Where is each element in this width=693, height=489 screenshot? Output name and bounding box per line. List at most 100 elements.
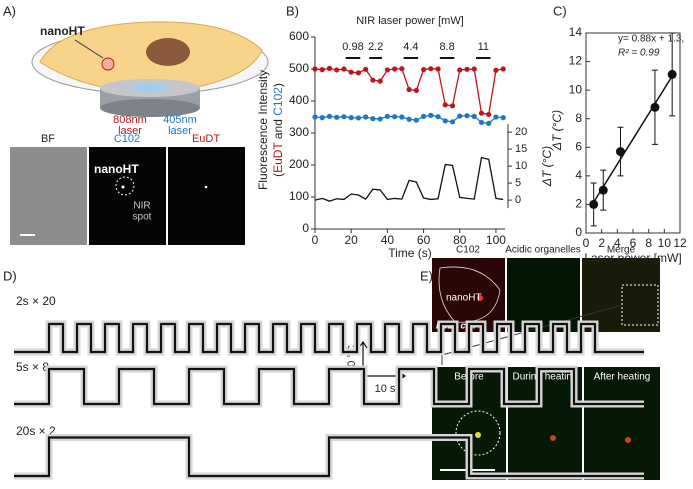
label-part: ( (271, 173, 285, 177)
x-tick-label: 20 (345, 233, 359, 247)
label: NIR (133, 201, 150, 212)
x-tick-label: 8 (645, 236, 652, 250)
laser-label: 11 (478, 41, 489, 53)
point (363, 114, 369, 120)
x-tick-label: 12 (673, 236, 687, 250)
image-title: C102 (456, 245, 480, 256)
x-tick-label: 6 (630, 236, 637, 250)
image (582, 258, 660, 332)
y-tick-label: 2 (575, 197, 582, 211)
point (319, 115, 325, 121)
label: nanoHT (446, 293, 482, 304)
image-title: C102 (114, 133, 140, 145)
point (312, 66, 318, 72)
image-title: EuDT (192, 133, 220, 145)
trace (14, 322, 644, 354)
point (326, 113, 333, 119)
image (168, 147, 245, 245)
label: nanoHT (40, 24, 85, 38)
label: nanoHT (94, 162, 139, 176)
x-axis-label: Time (s) (388, 246, 432, 260)
x-axis-label: Laser power [mW] (584, 251, 681, 265)
y-tick-label: 12 (569, 54, 583, 68)
point (348, 115, 354, 121)
image (584, 367, 660, 480)
point (464, 66, 470, 72)
point (392, 66, 398, 72)
point (493, 114, 499, 120)
point (413, 117, 419, 123)
point (341, 66, 347, 72)
point (312, 114, 318, 120)
image (432, 258, 505, 332)
point (442, 118, 448, 124)
annotation: R² = 0.99 (618, 48, 660, 59)
y-tick-label: 8 (575, 111, 582, 125)
y-tick-label: 0 (302, 221, 309, 235)
point (486, 111, 492, 118)
series-line (314, 156, 504, 202)
point (435, 114, 441, 120)
point (589, 199, 599, 209)
point (667, 69, 677, 79)
laser-label: 0.98 (342, 41, 363, 53)
point (493, 67, 499, 73)
point (500, 115, 506, 121)
y2-tick-label: 10 (515, 160, 527, 172)
point (420, 67, 427, 73)
point (650, 102, 660, 112)
y-axis-label: ΔT (°C) (550, 110, 564, 151)
laser-label: 8.8 (439, 41, 454, 53)
image-title: BF (41, 133, 55, 145)
trace (14, 436, 644, 478)
point (500, 66, 506, 72)
y-axis-label: Fluorescence Intensity (256, 70, 270, 190)
point (355, 70, 362, 76)
y-axis-label: (EuDT and C102) (271, 83, 285, 177)
frame (585, 32, 681, 234)
point (399, 66, 405, 72)
point (598, 185, 608, 195)
y-tick-label: 0 (575, 225, 582, 239)
label: laser (168, 125, 192, 137)
x-tick-label: 40 (381, 233, 395, 247)
panel-label: E) (420, 268, 433, 283)
point (428, 66, 434, 72)
point (384, 67, 390, 73)
fit-line (593, 75, 673, 203)
point (348, 69, 354, 75)
label-part: ) (271, 83, 285, 87)
point (399, 114, 405, 120)
point (428, 112, 434, 118)
image (10, 147, 87, 245)
annotation: y= 0.88x + 1.3, (618, 34, 684, 45)
trace (14, 367, 644, 406)
y-tick-label: 300 (289, 125, 309, 139)
point (420, 113, 427, 119)
point (334, 114, 340, 120)
image (89, 147, 166, 245)
laser-label: 2.2 (368, 41, 383, 53)
x-tick-label: 10 (658, 236, 672, 250)
label: spot (133, 212, 152, 223)
label-part: and (271, 116, 285, 143)
y-tick-label: 400 (289, 93, 309, 107)
x-tick-label: 0 (583, 236, 590, 250)
point (406, 116, 412, 122)
y-tick-label: 600 (289, 29, 309, 43)
y2-tick-label: 0 (515, 194, 521, 206)
scale-label: 10 s (375, 383, 396, 395)
point (319, 67, 325, 73)
y2-axis-label: ΔT (°C) (540, 146, 554, 187)
label-part: EuDT (271, 142, 285, 173)
point (384, 113, 390, 119)
point (457, 113, 463, 119)
point (449, 103, 456, 109)
scale-bar (358, 340, 407, 381)
point (406, 86, 412, 93)
label-part: C102 (271, 87, 285, 116)
point (413, 87, 419, 94)
x-tick-label: 80 (453, 233, 467, 247)
panel-label: A) (3, 3, 16, 18)
